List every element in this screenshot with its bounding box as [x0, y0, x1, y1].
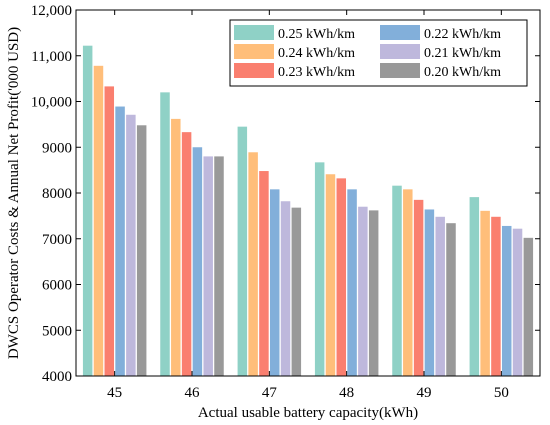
bar — [523, 237, 534, 376]
legend-label: 0.25 kWh/km — [278, 27, 355, 42]
bar — [280, 201, 291, 376]
y-axis-title: DWCS Operator Costs & Annual Net Profit(… — [6, 27, 22, 359]
legend-swatch — [234, 44, 274, 59]
bar — [358, 206, 368, 376]
y-tick-label: 10,000 — [31, 95, 72, 111]
bar — [93, 65, 104, 376]
bar — [491, 216, 501, 376]
x-tick-label: 46 — [185, 385, 201, 401]
bar — [501, 225, 512, 376]
bar — [435, 216, 445, 376]
y-tick-label: 11,000 — [31, 49, 72, 65]
bar — [512, 228, 523, 376]
bar — [480, 210, 490, 376]
y-tick-label: 5000 — [42, 323, 72, 339]
bar — [115, 106, 125, 376]
bar — [171, 118, 181, 376]
bar — [126, 114, 136, 377]
bar — [259, 171, 269, 376]
legend-label: 0.21 kWh/km — [424, 46, 501, 61]
bar — [446, 223, 456, 376]
legend-label: 0.24 kWh/km — [278, 46, 355, 61]
y-tick-label: 7000 — [42, 232, 72, 248]
bar — [181, 132, 192, 376]
bar — [325, 174, 336, 376]
bars-layer — [82, 45, 534, 377]
bar — [248, 152, 258, 376]
bar — [192, 147, 203, 376]
x-tick-label: 50 — [494, 385, 509, 401]
bar — [368, 210, 379, 376]
x-tick-label: 47 — [262, 385, 278, 401]
y-tick-label: 6000 — [42, 278, 72, 294]
bar — [347, 189, 357, 376]
bar — [214, 156, 224, 376]
legend-swatch — [380, 44, 420, 59]
legend-swatch — [380, 63, 420, 78]
x-tick-label: 45 — [107, 385, 122, 401]
legend-box — [229, 19, 528, 87]
y-tick-label: 8000 — [42, 186, 72, 202]
bar — [413, 199, 424, 376]
legend: 0.25 kWh/km 0.24 kWh/km 0.23 kWh/km 0.22 kW… — [229, 19, 528, 87]
bar — [136, 125, 147, 376]
y-tick-label: 4000 — [42, 369, 72, 385]
legend-swatch — [234, 63, 274, 78]
legend-swatch — [234, 25, 274, 40]
bar — [269, 189, 280, 376]
y-tick-label: 9000 — [42, 140, 72, 156]
bar — [237, 126, 248, 376]
legend-swatch — [380, 25, 420, 40]
x-tick-label: 48 — [339, 385, 354, 401]
bar — [291, 207, 302, 376]
bar — [160, 92, 170, 376]
bar — [336, 178, 347, 376]
bar — [314, 162, 325, 376]
bar — [469, 197, 480, 376]
legend-label: 0.22 kWh/km — [424, 27, 501, 42]
bar — [203, 156, 213, 376]
x-tick-label: 49 — [417, 385, 432, 401]
bar — [392, 185, 402, 376]
bar — [424, 209, 435, 376]
bar — [104, 86, 115, 377]
x-axis-title: Actual usable battery capacity(kWh) — [198, 405, 418, 421]
bar — [403, 189, 413, 376]
legend-label: 0.23 kWh/km — [278, 65, 355, 80]
bar — [82, 45, 93, 376]
y-axis: 4000 5000 6000 7000 8000 9000 10,000 11,000 12,0… — [31, 3, 540, 385]
y-tick-label: 12,000 — [31, 3, 72, 19]
legend-label: 0.20 kWh/km — [424, 65, 501, 80]
x-axis: 45 46 47 48 49 50 — [107, 10, 509, 401]
